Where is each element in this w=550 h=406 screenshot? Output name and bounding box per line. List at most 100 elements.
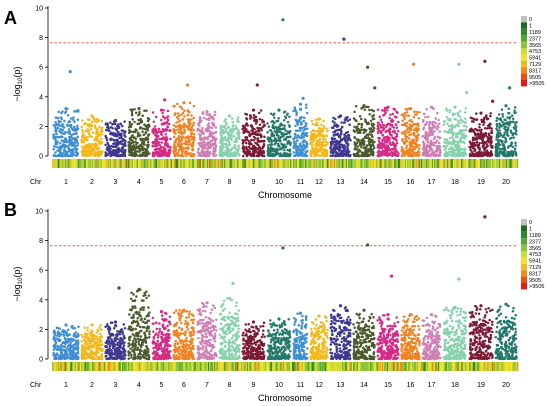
density-cell (263, 159, 266, 168)
snp-point (481, 139, 485, 143)
snp-point (74, 331, 78, 334)
snp-point (76, 108, 80, 112)
y-axis-title-tail: (p) (12, 67, 22, 78)
snp-point (67, 128, 71, 131)
snp-point (507, 134, 510, 137)
snp-point (117, 132, 120, 136)
snp-point (448, 110, 451, 114)
snp-point (249, 117, 252, 120)
density-cell (372, 159, 374, 168)
snp-point (280, 132, 283, 136)
chromosome-7-points (196, 110, 218, 158)
snp-point (208, 152, 212, 155)
density-cell (191, 159, 193, 168)
snp-point (364, 147, 368, 150)
snp-point (486, 117, 490, 121)
snp-point (417, 128, 420, 132)
snp-point (154, 148, 158, 151)
density-legend-label: 4753 (529, 49, 541, 55)
snp-point (277, 117, 280, 120)
snp-peak-point (113, 118, 118, 123)
snp-point (483, 127, 487, 130)
snp-point (157, 128, 161, 131)
snp-point (172, 124, 176, 127)
snp-point (360, 107, 363, 110)
density-cell (367, 159, 370, 168)
snp-point (158, 137, 161, 141)
snp-point (415, 145, 419, 149)
snp-point (365, 144, 369, 148)
density-cell (81, 159, 83, 168)
snp-point (406, 131, 409, 134)
snp-point (432, 154, 435, 157)
snp-point (238, 135, 241, 138)
snp-point (475, 112, 478, 115)
snp-point (66, 123, 69, 127)
snp-point (512, 126, 516, 129)
snp-point (448, 128, 452, 132)
snp-point (73, 120, 76, 124)
snp-point (473, 132, 477, 135)
snp-point (55, 352, 58, 355)
snp-point (279, 152, 282, 155)
density-cell (88, 159, 90, 168)
snp-point (155, 153, 158, 156)
density-strip-chr-18 (442, 159, 469, 168)
snp-point (228, 143, 232, 146)
snp-point (426, 137, 429, 140)
snp-point (499, 119, 503, 122)
snp-point (443, 138, 446, 141)
snp-point (276, 133, 279, 137)
snp-point (514, 111, 517, 114)
snp-point (128, 153, 131, 157)
snp-point (445, 130, 449, 134)
snp-point (515, 133, 518, 136)
snp-point (333, 130, 337, 133)
snp-point (515, 120, 518, 124)
snp-point (299, 142, 302, 146)
snp-point (360, 123, 364, 127)
snp-point (142, 140, 146, 143)
snp-point (237, 146, 241, 149)
snp-point (475, 118, 478, 121)
snp-point (423, 123, 427, 127)
density-cell (58, 159, 60, 168)
snp-point (448, 147, 452, 151)
snp-point (112, 133, 115, 137)
snp-point (456, 140, 460, 144)
snp-point (82, 122, 86, 126)
snp-point (208, 146, 211, 150)
density-strip-chr-6 (172, 159, 198, 168)
density-cell (365, 159, 367, 168)
snp-point (390, 123, 394, 127)
chromosome-1-points (52, 70, 80, 158)
density-cell (347, 159, 349, 168)
snp-point (514, 141, 517, 145)
density-cell (398, 159, 401, 168)
density-cell (219, 159, 221, 168)
snp-point (354, 143, 358, 147)
snp-point (363, 128, 366, 131)
snp-point (442, 145, 446, 148)
snp-point (305, 127, 309, 130)
density-cell (257, 159, 260, 168)
snp-point (224, 117, 227, 121)
density-cell (152, 159, 154, 168)
snp-point (320, 130, 324, 133)
snp-point (90, 123, 93, 127)
snp-point (168, 151, 171, 154)
snp-point (247, 139, 250, 142)
snp-point (371, 122, 375, 126)
snp-point (451, 114, 455, 117)
density-cell (360, 159, 362, 168)
snp-point (76, 118, 80, 122)
snp-point (70, 133, 73, 137)
density-legend-swatch (521, 41, 527, 48)
snp-point (408, 143, 412, 146)
density-cell (148, 159, 151, 168)
snp-point (260, 128, 263, 132)
snp-point (354, 118, 357, 122)
snp-point (246, 150, 249, 153)
density-cell (392, 159, 395, 168)
snp-point (471, 146, 475, 150)
